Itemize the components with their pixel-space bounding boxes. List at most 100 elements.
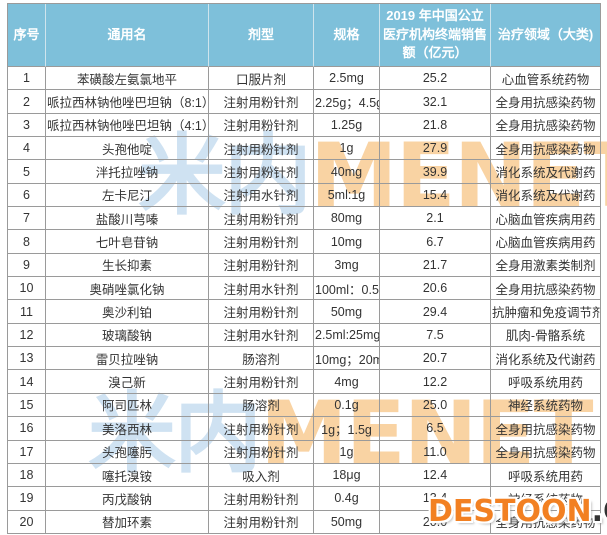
cell-therapy-area: 全身用抗感染药物 bbox=[491, 90, 601, 114]
cell-spec: 0.1g bbox=[314, 393, 380, 418]
cell-generic-name: 头孢他啶 bbox=[46, 137, 209, 161]
cell-sales: 20.0 bbox=[380, 510, 491, 534]
cell-therapy-area: 心脑血管疾病用药 bbox=[491, 207, 601, 231]
cell-spec: 50mg bbox=[314, 300, 380, 324]
table-row: 2 哌拉西林钠他唑巴坦钠（8:1） 注射用粉针剂 2.25g；4.5g 32.1 全身用抗… bbox=[8, 90, 601, 114]
cell-serial: 18 bbox=[8, 463, 46, 488]
cell-spec: 1.25g bbox=[314, 113, 380, 138]
cell-serial: 4 bbox=[8, 137, 46, 161]
table-row: 4 头孢他啶 注射用粉针剂 1g 27.9 全身用抗感染药物 bbox=[8, 137, 601, 161]
cell-generic-name: 泮托拉唑钠 bbox=[46, 160, 209, 184]
cell-serial: 13 bbox=[8, 347, 46, 371]
cell-therapy-area: 全身用抗感染药物 bbox=[491, 417, 601, 441]
cell-sales: 27.9 bbox=[380, 137, 491, 161]
cell-serial: 2 bbox=[8, 90, 46, 114]
cell-generic-name: 哌拉西林钠他唑巴坦钠（8:1） bbox=[46, 90, 209, 114]
table-row: 14 溴己新 注射用粉针剂 4mg 12.2 呼吸系统用药 bbox=[8, 370, 601, 394]
cell-generic-name: 左卡尼汀 bbox=[46, 183, 209, 208]
cell-therapy-area: 消化系统及代谢药 bbox=[491, 183, 601, 208]
cell-generic-name: 美洛西林 bbox=[46, 417, 209, 441]
cell-sales: 12.2 bbox=[380, 370, 491, 394]
cell-dosage-form: 注射用粉针剂 bbox=[209, 137, 314, 161]
table-row: 19 丙戊酸钠 注射用粉针剂 0.4g 13.4 神经系统药物 bbox=[8, 487, 601, 511]
cell-generic-name: 玻璃酸钠 bbox=[46, 323, 209, 348]
header-col-dosage-form: 剂型 bbox=[209, 4, 314, 67]
header-col-generic-name: 通用名 bbox=[46, 4, 209, 67]
cell-spec: 80mg bbox=[314, 207, 380, 231]
cell-sales: 39.9 bbox=[380, 160, 491, 184]
cell-serial: 17 bbox=[8, 440, 46, 464]
cell-serial: 14 bbox=[8, 370, 46, 394]
cell-therapy-area: 全身用抗感染药物 bbox=[491, 113, 601, 138]
table-row: 16 美洛西林 注射用粉针剂 1g；1.5g 6.5 全身用抗感染药物 bbox=[8, 417, 601, 441]
cell-sales: 29.4 bbox=[380, 300, 491, 324]
header-col-therapy-area: 治疗领域（大类) bbox=[491, 4, 601, 67]
cell-generic-name: 哌拉西林钠他唑巴坦钠（4:1） bbox=[46, 113, 209, 138]
cell-generic-name: 盐酸川芎嗪 bbox=[46, 207, 209, 231]
table-body: 1 苯磺酸左氨氯地平 口服片剂 2.5mg 25.2 心血管系统药物 2 哌拉西林钠他唑巴坦钠… bbox=[8, 67, 601, 534]
cell-dosage-form: 注射用粉针剂 bbox=[209, 487, 314, 511]
cell-spec: 1g；1.5g bbox=[314, 417, 380, 441]
cell-spec: 5ml:1g bbox=[314, 183, 380, 208]
cell-dosage-form: 注射用粉针剂 bbox=[209, 230, 314, 254]
cell-spec: 2.5ml:25mg bbox=[314, 323, 380, 348]
cell-serial: 1 bbox=[8, 67, 46, 91]
cell-spec: 4mg bbox=[314, 370, 380, 394]
cell-serial: 3 bbox=[8, 113, 46, 138]
cell-spec: 10mg；20mg bbox=[314, 347, 380, 371]
cell-serial: 9 bbox=[8, 253, 46, 278]
table-row: 9 生长抑素 注射用粉针剂 3mg 21.7 全身用激素类制剂 bbox=[8, 253, 601, 278]
cell-therapy-area: 全身用抗感染药物 bbox=[491, 137, 601, 161]
cell-dosage-form: 注射用粉针剂 bbox=[209, 160, 314, 184]
cell-spec: 40mg bbox=[314, 160, 380, 184]
cell-therapy-area: 心脑血管疾病用药 bbox=[491, 230, 601, 254]
cell-dosage-form: 肠溶剂 bbox=[209, 393, 314, 418]
cell-serial: 11 bbox=[8, 300, 46, 324]
cell-serial: 20 bbox=[8, 510, 46, 534]
cell-dosage-form: 注射用粉针剂 bbox=[209, 90, 314, 114]
cell-generic-name: 溴己新 bbox=[46, 370, 209, 394]
cell-sales: 6.7 bbox=[380, 230, 491, 254]
cell-generic-name: 奥沙利铂 bbox=[46, 300, 209, 324]
cell-serial: 10 bbox=[8, 277, 46, 301]
cell-serial: 16 bbox=[8, 417, 46, 441]
cell-dosage-form: 注射用粉针剂 bbox=[209, 510, 314, 534]
cell-generic-name: 雷贝拉唑钠 bbox=[46, 347, 209, 371]
table-row: 5 泮托拉唑钠 注射用粉针剂 40mg 39.9 消化系统及代谢药 bbox=[8, 160, 601, 184]
cell-spec: 50mg bbox=[314, 510, 380, 534]
table-row: 1 苯磺酸左氨氯地平 口服片剂 2.5mg 25.2 心血管系统药物 bbox=[8, 67, 601, 91]
cell-dosage-form: 注射用粉针剂 bbox=[209, 300, 314, 324]
cell-generic-name: 丙戊酸钠 bbox=[46, 487, 209, 511]
cell-therapy-area: 呼吸系统用药 bbox=[491, 370, 601, 394]
cell-generic-name: 噻托溴铵 bbox=[46, 463, 209, 488]
cell-serial: 12 bbox=[8, 323, 46, 348]
cell-therapy-area: 全身用激素类制剂 bbox=[491, 253, 601, 278]
cell-sales: 12.4 bbox=[380, 463, 491, 488]
cell-generic-name: 生长抑素 bbox=[46, 253, 209, 278]
cell-sales: 25.0 bbox=[380, 393, 491, 418]
cell-sales: 25.2 bbox=[380, 67, 491, 91]
table-row: 17 头孢噻肟 注射用粉针剂 1g 11.0 全身用抗感染药物 bbox=[8, 440, 601, 464]
table-row: 7 盐酸川芎嗪 注射用粉针剂 80mg 2.1 心脑血管疾病用药 bbox=[8, 207, 601, 231]
cell-sales: 6.5 bbox=[380, 417, 491, 441]
cell-dosage-form: 注射用水针剂 bbox=[209, 277, 314, 301]
cell-dosage-form: 注射用水针剂 bbox=[209, 323, 314, 348]
cell-dosage-form: 注射用粉针剂 bbox=[209, 440, 314, 464]
table-row: 8 七叶皂苷钠 注射用粉针剂 10mg 6.7 心脑血管疾病用药 bbox=[8, 230, 601, 254]
cell-sales: 11.0 bbox=[380, 440, 491, 464]
cell-serial: 5 bbox=[8, 160, 46, 184]
table-row: 12 玻璃酸钠 注射用水针剂 2.5ml:25mg 7.5 肌肉-骨骼系统 bbox=[8, 323, 601, 348]
cell-spec: 18μg bbox=[314, 463, 380, 488]
cell-generic-name: 苯磺酸左氨氯地平 bbox=[46, 67, 209, 91]
table-row: 3 哌拉西林钠他唑巴坦钠（4:1） 注射用粉针剂 1.25g 21.8 全身用抗感染药物 bbox=[8, 113, 601, 138]
cell-dosage-form: 注射用粉针剂 bbox=[209, 417, 314, 441]
cell-therapy-area: 抗肿瘤和免疫调节剂 bbox=[491, 300, 601, 324]
cell-dosage-form: 肠溶剂 bbox=[209, 347, 314, 371]
cell-spec: 2.5mg bbox=[314, 67, 380, 91]
cell-dosage-form: 注射用粉针剂 bbox=[209, 207, 314, 231]
cell-spec: 100ml：0.5g bbox=[314, 277, 380, 301]
cell-spec: 1g bbox=[314, 137, 380, 161]
cell-sales: 15.4 bbox=[380, 183, 491, 208]
cell-dosage-form: 注射用粉针剂 bbox=[209, 370, 314, 394]
